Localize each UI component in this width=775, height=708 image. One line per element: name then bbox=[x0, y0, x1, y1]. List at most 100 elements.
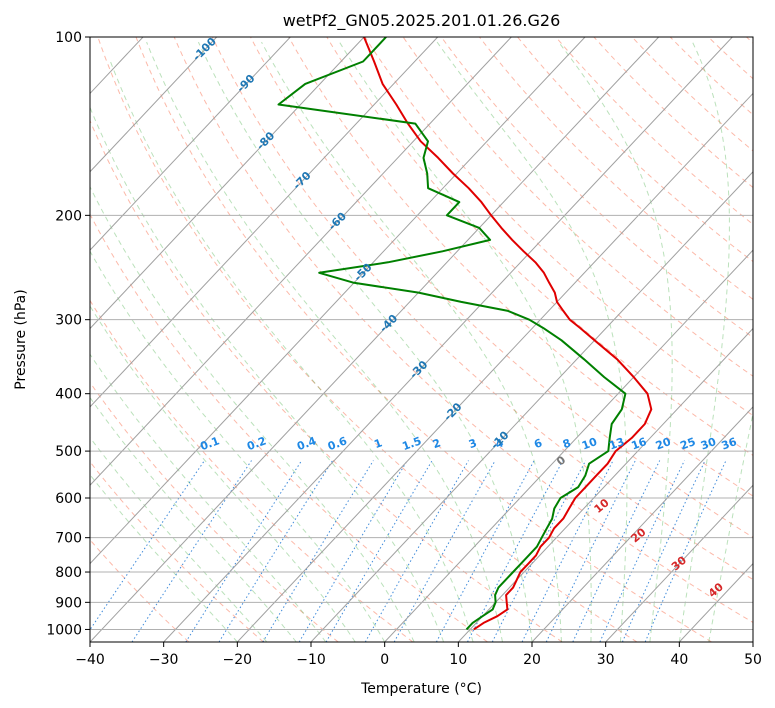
dry-adiabat bbox=[517, 37, 753, 263]
mixing-ratio-line bbox=[298, 460, 408, 642]
isotherm bbox=[90, 37, 660, 642]
mixing-ratio-label: 20 bbox=[654, 435, 673, 453]
y-axis-ticks: 100 200 300 400 500 600 700 800 900 1000 bbox=[46, 30, 90, 638]
x-tick-label: −40 bbox=[75, 652, 105, 668]
dry-adiabat bbox=[90, 119, 563, 642]
moist-adiabats bbox=[90, 41, 753, 642]
x-tick-label: 10 bbox=[449, 652, 467, 668]
dry-adiabat bbox=[211, 37, 753, 581]
dry-adiabat bbox=[90, 299, 414, 642]
isotherm bbox=[384, 249, 753, 642]
x-tick-label: −20 bbox=[223, 652, 253, 668]
x-tick-label: 0 bbox=[380, 652, 389, 668]
y-tick-label: 200 bbox=[55, 208, 82, 224]
isotherm bbox=[531, 406, 753, 642]
mixing-ratio-line bbox=[521, 460, 614, 642]
moist-adiabat bbox=[708, 410, 753, 642]
x-axis-label: Temperature (°C) bbox=[360, 681, 482, 697]
dry-adiabat bbox=[250, 37, 753, 538]
x-tick-label: −10 bbox=[296, 652, 326, 668]
isotherm bbox=[90, 37, 218, 173]
dry-adiabat bbox=[402, 37, 753, 377]
mixing-ratio-label: 1.5 bbox=[400, 434, 423, 453]
isobars bbox=[90, 37, 753, 630]
mixing-ratio-line bbox=[325, 460, 433, 642]
isotherm bbox=[90, 37, 512, 486]
x-tick-label: −30 bbox=[149, 652, 179, 668]
mixing-ratio-label: 10 bbox=[580, 435, 599, 453]
dry-adiabat bbox=[440, 37, 753, 339]
mixing-ratio-line bbox=[364, 460, 469, 642]
y-tick-label: 400 bbox=[55, 387, 82, 403]
dry-adiabat bbox=[173, 37, 753, 624]
plot-area: 0.1 0.2 0.4 0.6 1 1.5 2 3 4 6 8 10 13 16 20 25 30 36-100-… bbox=[90, 37, 753, 642]
mixing-ratio-label: 1 bbox=[372, 436, 384, 451]
x-tick-label: 30 bbox=[597, 652, 615, 668]
x-tick-label: 50 bbox=[744, 652, 762, 668]
mixing-ratio-label: 13 bbox=[607, 435, 626, 452]
chart-title: wetPf2_GN05.2025.201.01.26.G26 bbox=[283, 11, 561, 31]
mixing-ratio-label: 25 bbox=[678, 435, 697, 452]
dry-adiabat bbox=[90, 460, 264, 642]
sounding-line-1 bbox=[363, 37, 653, 631]
mixing-ratio-line bbox=[599, 460, 685, 642]
moist-adiabat bbox=[90, 305, 356, 642]
mixing-ratio-label: 16 bbox=[630, 435, 649, 453]
dry-adiabat bbox=[593, 37, 753, 189]
mixing-ratio-label: 4 bbox=[494, 436, 506, 451]
moist-adiabat bbox=[90, 185, 415, 642]
dry-adiabat bbox=[364, 37, 753, 417]
mixing-ratio-lines bbox=[90, 460, 727, 642]
mixing-ratio-line bbox=[90, 460, 205, 631]
moist-adiabat bbox=[90, 396, 297, 642]
x-tick-label: 20 bbox=[523, 652, 541, 668]
mixing-ratio-label: 8 bbox=[561, 436, 573, 451]
y-tick-label: 300 bbox=[55, 313, 82, 329]
moist-adiabat bbox=[90, 473, 238, 642]
moist-adiabat bbox=[90, 106, 445, 642]
moist-adiabat bbox=[90, 353, 327, 642]
mixing-ratio-line bbox=[262, 460, 374, 642]
plot-frame bbox=[89, 36, 754, 643]
y-tick-label: 600 bbox=[55, 491, 82, 507]
mixing-ratio-label: 0.6 bbox=[326, 434, 349, 453]
isotherm bbox=[605, 484, 753, 642]
isotherm bbox=[90, 37, 365, 330]
mixing-ratio-line bbox=[131, 460, 252, 642]
isotherm bbox=[90, 37, 439, 408]
mixing-ratio-line bbox=[644, 460, 727, 642]
moist-adiabat bbox=[436, 41, 628, 642]
y-tick-label: 100 bbox=[55, 30, 82, 46]
moist-adiabat bbox=[109, 61, 474, 642]
y-tick-label: 700 bbox=[55, 531, 82, 547]
moist-adiabat bbox=[90, 436, 268, 642]
mixing-ratio-label: 3 bbox=[467, 436, 479, 451]
moist-adiabat bbox=[558, 41, 673, 642]
x-axis-ticks: −40 −30 −20 −10 0 10 20 30 40 50 bbox=[75, 642, 762, 668]
y-tick-label: 900 bbox=[55, 595, 82, 611]
mixing-ratio-label: 36 bbox=[720, 435, 739, 453]
y-tick-label: 800 bbox=[55, 565, 82, 581]
mixing-ratio-label: 6 bbox=[532, 436, 544, 451]
isotherm bbox=[310, 171, 753, 642]
y-axis-label: Pressure (hPa) bbox=[13, 289, 29, 389]
isotherm bbox=[457, 327, 753, 642]
isotherm bbox=[163, 37, 733, 642]
mixing-ratio-label: 2 bbox=[431, 436, 443, 451]
isotherm bbox=[90, 37, 586, 565]
mixing-ratio-label: 0.1 bbox=[198, 434, 221, 453]
sounding-profiles bbox=[277, 37, 653, 631]
sounding-line-2 bbox=[277, 37, 627, 631]
mixing-ratio-label: 0.2 bbox=[245, 434, 268, 453]
dry-adiabat bbox=[135, 37, 712, 642]
x-tick-label: 40 bbox=[670, 652, 688, 668]
mixing-ratio-line bbox=[621, 460, 706, 642]
dry-adiabat bbox=[479, 37, 753, 300]
dry-adiabat bbox=[288, 37, 753, 497]
y-tick-label: 1000 bbox=[46, 622, 82, 638]
isotherms bbox=[90, 37, 753, 642]
mixing-ratio-label: 0.4 bbox=[295, 434, 318, 453]
moist-adiabat bbox=[261, 41, 562, 642]
